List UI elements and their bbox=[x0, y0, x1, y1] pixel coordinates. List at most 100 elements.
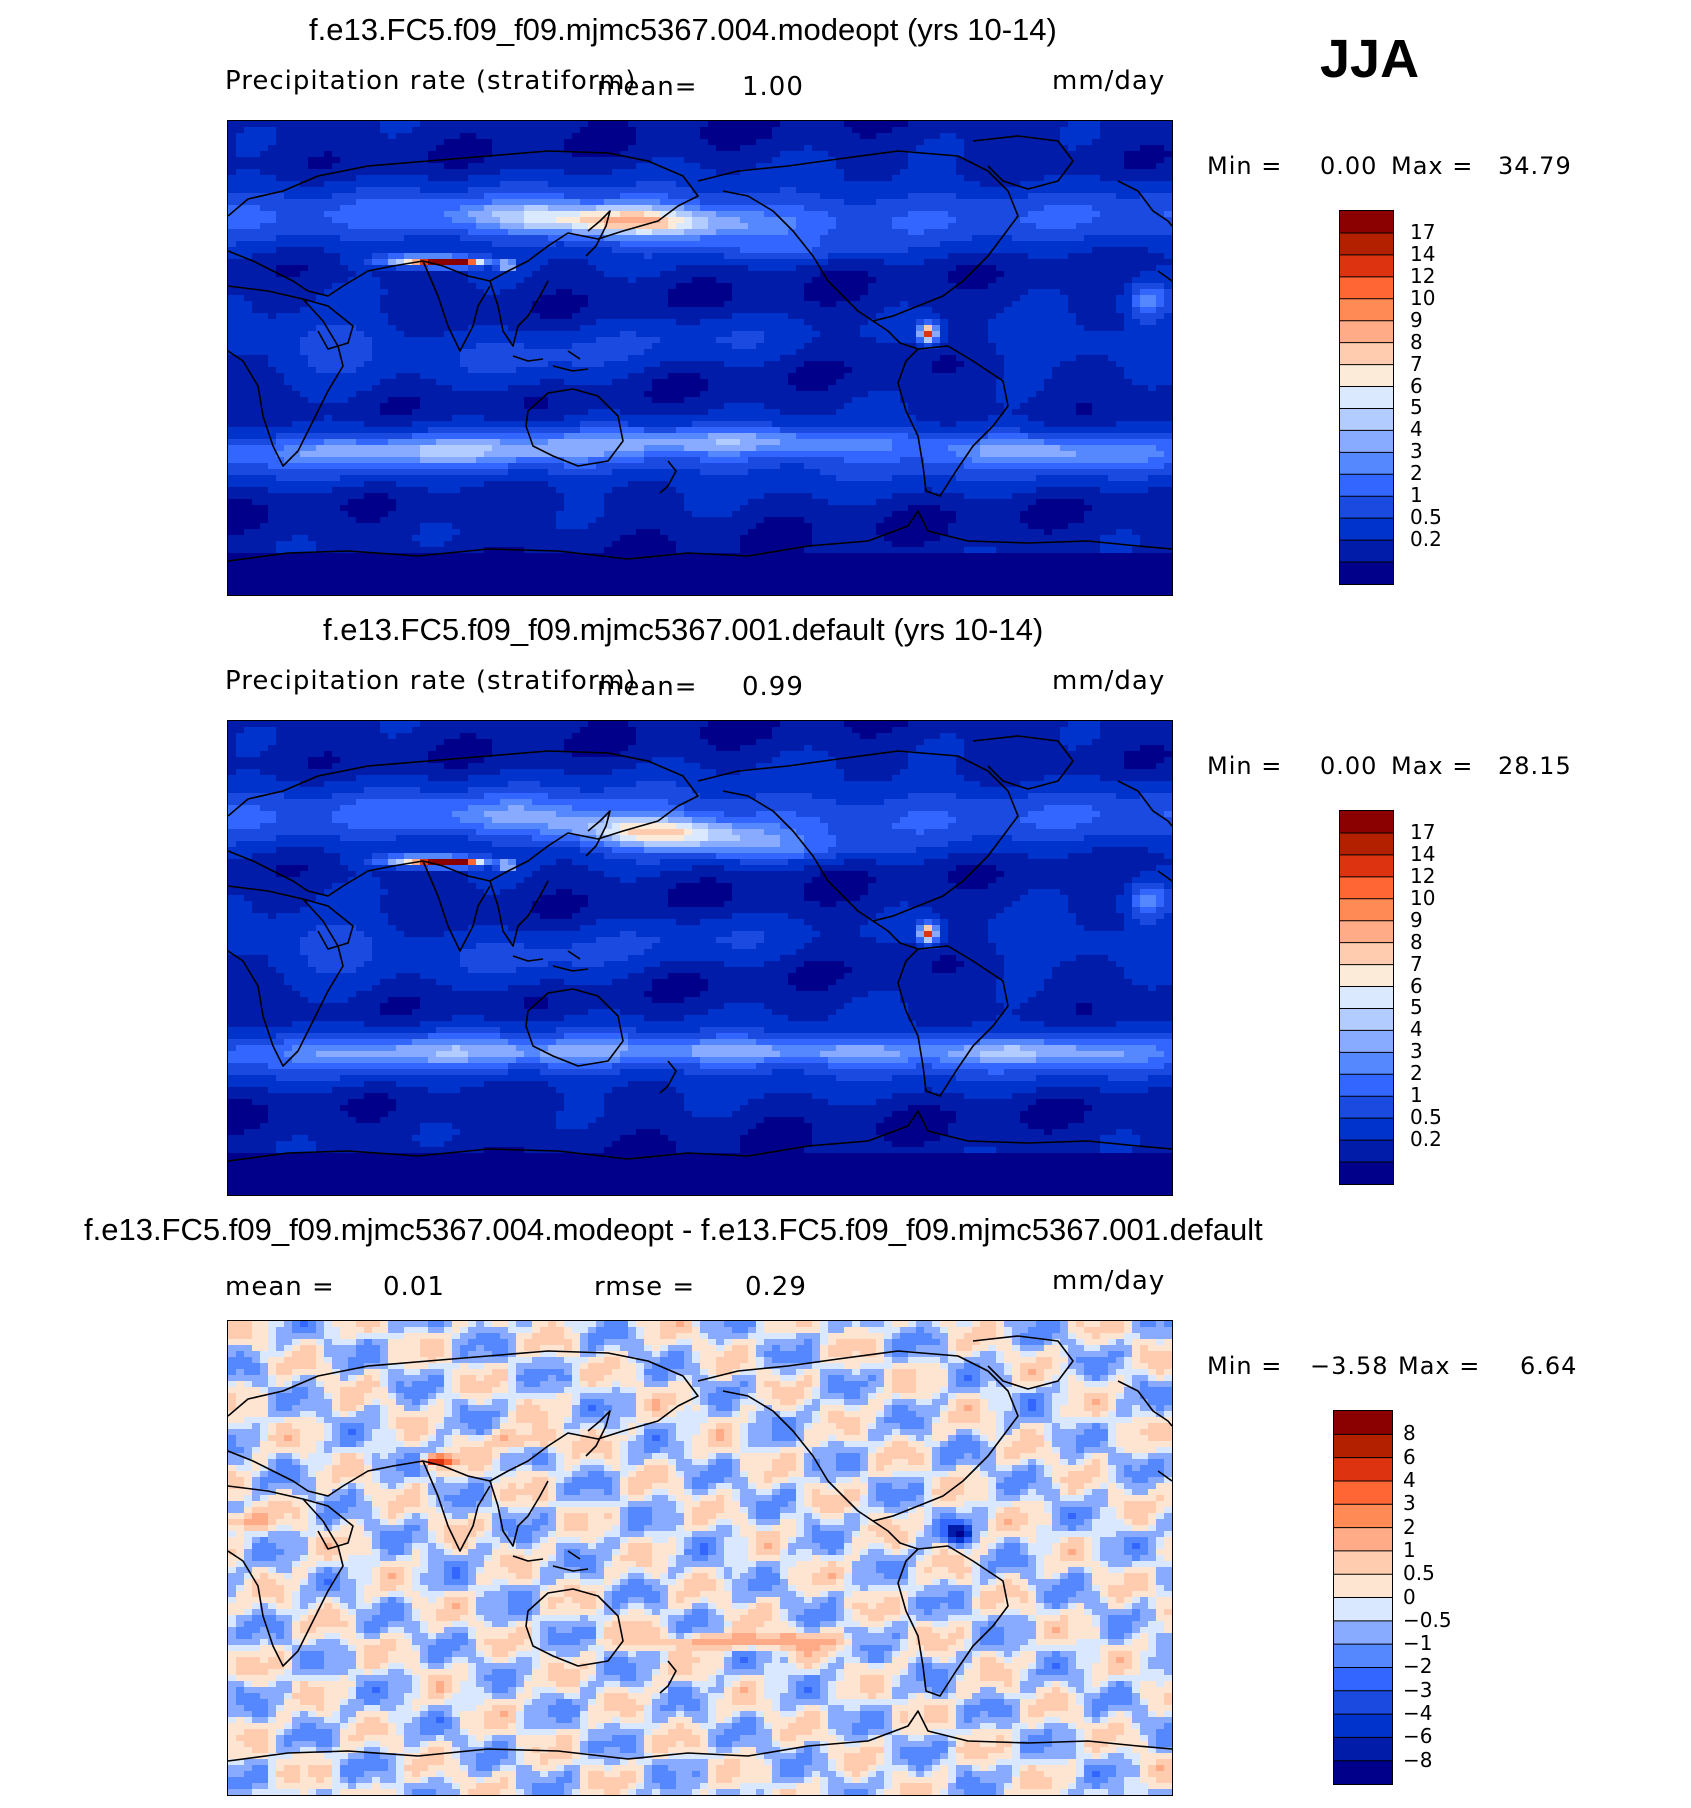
colorbar-swatch bbox=[1334, 1504, 1392, 1529]
colorbar-tick-label: 2 bbox=[1403, 1517, 1416, 1537]
panel3-title: f.e13.FC5.f09_f09.mjmc5367.004.modeopt -… bbox=[84, 1212, 1263, 1248]
colorbar-swatch bbox=[1340, 832, 1393, 856]
colorbar-tick-label: −3 bbox=[1403, 1680, 1432, 1700]
colorbar-swatch bbox=[1340, 1118, 1393, 1141]
colorbar-swatch bbox=[1340, 386, 1393, 409]
colorbar-swatch bbox=[1340, 1008, 1393, 1031]
colorbar-swatch bbox=[1340, 518, 1393, 541]
colorbar-swatch bbox=[1334, 1667, 1392, 1692]
colorbar-tick-label: 7 bbox=[1410, 954, 1423, 974]
colorbar-swatch bbox=[1340, 1140, 1393, 1163]
colorbar-tick-label: 14 bbox=[1410, 844, 1435, 864]
colorbar-swatch bbox=[1340, 430, 1393, 453]
colorbar-tick-label: 2 bbox=[1410, 463, 1423, 483]
colorbar-tick-label: 4 bbox=[1403, 1470, 1416, 1490]
colorbar-tick-label: 4 bbox=[1410, 419, 1423, 439]
colorbar-swatch bbox=[1334, 1434, 1392, 1459]
colorbar-tick-label: 17 bbox=[1410, 222, 1435, 242]
panel2-title: f.e13.FC5.f09_f09.mjmc5367.001.default (… bbox=[323, 612, 1043, 648]
colorbar-swatch bbox=[1340, 1162, 1393, 1184]
colorbar-tick-label: 0.5 bbox=[1410, 507, 1442, 527]
colorbar-tick-label: 2 bbox=[1410, 1063, 1423, 1083]
colorbar-tick-label: 5 bbox=[1410, 997, 1423, 1017]
colorbar-swatch bbox=[1340, 276, 1393, 300]
panel3-rmse-value: 0.29 bbox=[745, 1272, 807, 1302]
colorbar-swatch bbox=[1334, 1480, 1392, 1505]
colorbar-swatch bbox=[1340, 1074, 1393, 1097]
colorbar-swatch bbox=[1340, 496, 1393, 519]
colorbar-swatch bbox=[1334, 1760, 1392, 1784]
panel1-max-value: 34.79 bbox=[1498, 152, 1572, 180]
panel2-variable: Precipitation rate (stratiform) bbox=[225, 666, 637, 696]
colorbar-tick-label: 10 bbox=[1410, 288, 1435, 308]
colorbar-swatch bbox=[1340, 320, 1393, 344]
colorbar-tick-label: 3 bbox=[1410, 441, 1423, 461]
colorbar-swatch bbox=[1340, 298, 1393, 322]
panel1-mean-value: 1.00 bbox=[742, 72, 804, 102]
panel3-max-value: 6.64 bbox=[1520, 1352, 1577, 1380]
panel2-mean-value: 0.99 bbox=[742, 672, 804, 702]
colorbar-tick-label: −6 bbox=[1403, 1726, 1432, 1746]
colorbar-swatch bbox=[1334, 1527, 1392, 1552]
panel1-min-value: 0.00 bbox=[1320, 152, 1377, 180]
colorbar-swatch bbox=[1334, 1550, 1392, 1575]
field-cells bbox=[228, 1321, 1172, 1795]
colorbar-tick-label: 8 bbox=[1403, 1423, 1416, 1443]
colorbar-tick-label: 1 bbox=[1410, 1085, 1423, 1105]
colorbar-swatch bbox=[1340, 964, 1393, 988]
colorbar-tick-label: −4 bbox=[1403, 1703, 1432, 1723]
colorbar-swatch bbox=[1340, 254, 1393, 278]
colorbar-tick-label: 0.2 bbox=[1410, 529, 1442, 549]
colorbar-tick-label: 7 bbox=[1410, 354, 1423, 374]
field-cells bbox=[228, 721, 1172, 1195]
panel3-max-label: Max = bbox=[1398, 1352, 1480, 1380]
panel3-colorbar bbox=[1333, 1410, 1393, 1785]
colorbar-tick-label: 3 bbox=[1410, 1041, 1423, 1061]
panel1-title: f.e13.FC5.f09_f09.mjmc5367.004.modeopt (… bbox=[309, 12, 1057, 48]
colorbar-tick-label: 12 bbox=[1410, 266, 1435, 286]
colorbar-tick-label: 0 bbox=[1403, 1587, 1416, 1607]
colorbar-swatch bbox=[1334, 1644, 1392, 1668]
panel2-units: mm/day bbox=[1052, 666, 1165, 696]
colorbar-swatch bbox=[1340, 540, 1393, 563]
colorbar-tick-label: −8 bbox=[1403, 1750, 1432, 1770]
panel1-variable: Precipitation rate (stratiform) bbox=[225, 66, 637, 96]
colorbar-tick-label: −2 bbox=[1403, 1656, 1432, 1676]
colorbar-tick-label: 0.5 bbox=[1403, 1563, 1435, 1583]
colorbar-swatch bbox=[1340, 1096, 1393, 1119]
panel1-map bbox=[227, 120, 1173, 596]
panel3-min-label: Min = bbox=[1207, 1352, 1282, 1380]
colorbar-swatch bbox=[1340, 898, 1393, 922]
colorbar-swatch bbox=[1334, 1714, 1392, 1738]
field-cells bbox=[228, 121, 1172, 595]
colorbar-tick-label: 4 bbox=[1410, 1019, 1423, 1039]
colorbar-tick-label: 6 bbox=[1403, 1447, 1416, 1467]
colorbar-swatch bbox=[1340, 854, 1393, 878]
panel3-map bbox=[227, 1320, 1173, 1796]
colorbar-tick-label: 8 bbox=[1410, 932, 1423, 952]
colorbar-swatch bbox=[1340, 232, 1393, 256]
colorbar-swatch bbox=[1334, 1457, 1392, 1482]
panel2-mean-label: mean= bbox=[597, 672, 698, 702]
colorbar-swatch bbox=[1340, 876, 1393, 900]
colorbar-swatch bbox=[1340, 942, 1393, 966]
colorbar-swatch bbox=[1340, 452, 1393, 475]
panel1-min-label: Min = bbox=[1207, 152, 1282, 180]
coastlines bbox=[228, 1335, 1172, 1762]
colorbar-swatch bbox=[1340, 920, 1393, 944]
panel3-rmse-label: rmse = bbox=[594, 1272, 695, 1302]
colorbar-swatch bbox=[1340, 1052, 1393, 1075]
panel1-colorbar bbox=[1339, 210, 1394, 585]
colorbar-tick-label: 1 bbox=[1403, 1540, 1416, 1560]
panel1-max-label: Max = bbox=[1391, 152, 1473, 180]
colorbar-swatch bbox=[1334, 1620, 1392, 1645]
season-label: JJA bbox=[1320, 28, 1419, 90]
panel3-mean-value: 0.01 bbox=[383, 1272, 445, 1302]
panel2-colorbar bbox=[1339, 810, 1394, 1185]
panel2-max-label: Max = bbox=[1391, 752, 1473, 780]
colorbar-swatch bbox=[1334, 1690, 1392, 1715]
colorbar-swatch bbox=[1340, 562, 1393, 584]
colorbar-tick-label: 9 bbox=[1410, 910, 1423, 930]
colorbar-swatch bbox=[1340, 342, 1393, 366]
colorbar-swatch bbox=[1334, 1574, 1392, 1598]
